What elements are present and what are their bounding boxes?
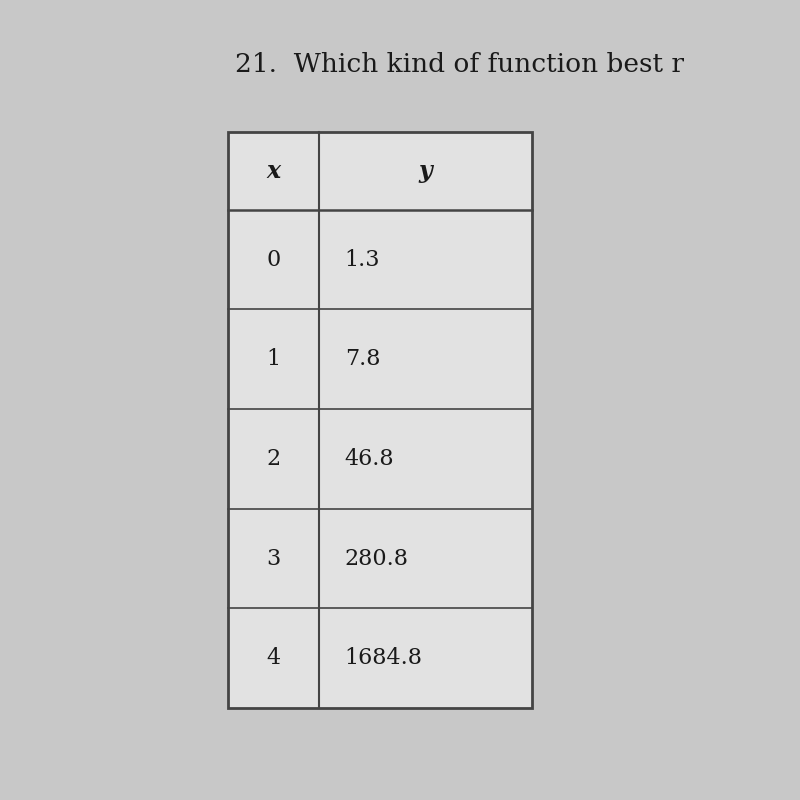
Text: 3: 3 xyxy=(266,547,281,570)
Bar xyxy=(228,132,532,708)
Bar xyxy=(228,132,532,708)
Text: 1.3: 1.3 xyxy=(345,249,380,270)
Text: 1: 1 xyxy=(266,348,281,370)
Text: x: x xyxy=(266,159,281,183)
Text: y: y xyxy=(418,159,433,183)
Text: 1684.8: 1684.8 xyxy=(345,647,422,669)
Text: 4: 4 xyxy=(266,647,281,669)
Text: 7.8: 7.8 xyxy=(345,348,380,370)
Text: 2: 2 xyxy=(266,448,281,470)
Text: 280.8: 280.8 xyxy=(345,547,409,570)
Text: 46.8: 46.8 xyxy=(345,448,394,470)
Text: 0: 0 xyxy=(266,249,281,270)
Text: 21.  Which kind of function best r: 21. Which kind of function best r xyxy=(235,52,685,77)
